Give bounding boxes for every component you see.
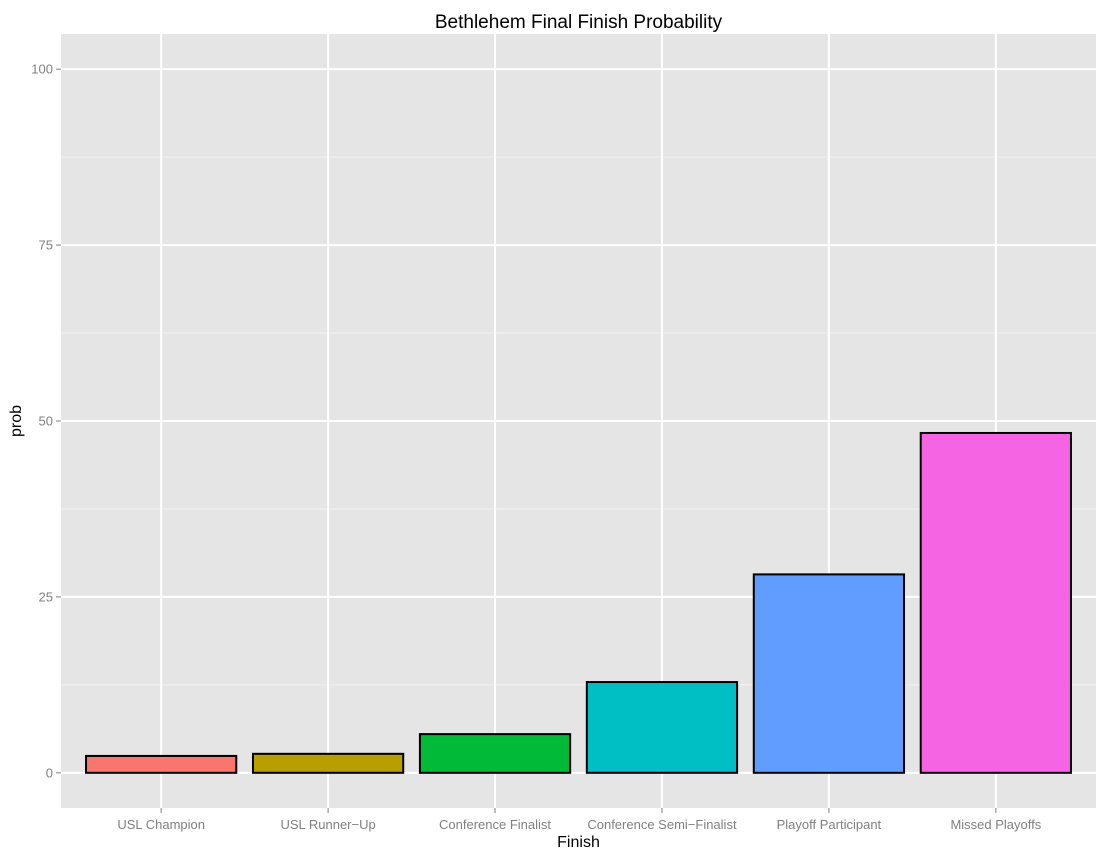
bar [251,752,405,774]
gridlines [61,34,1096,808]
y-tick-label: 25 [39,589,53,604]
x-axis-title: Finish [557,834,600,851]
y-tick-label: 75 [39,238,53,253]
y-tick-label: 100 [31,62,53,77]
y-tick-label: 50 [39,414,53,429]
chart-title: Bethlehem Final Finish Probability [435,12,723,33]
x-tick-label: Conference Semi−Finalist [587,817,737,832]
y-axis: 0 25 50 75 100 [31,62,61,780]
bar [919,431,1072,774]
x-tick-label: Missed Playoffs [950,817,1041,832]
x-tick-label: USL Runner−Up [280,817,375,832]
y-axis-title: prob [8,405,25,437]
x-tick-label: USL Champion [117,817,205,832]
bar [85,754,238,774]
bar [418,733,572,774]
bars [85,431,1072,774]
bar [752,573,906,774]
x-tick-label: Playoff Participant [777,817,882,832]
y-tick-label: 0 [46,765,53,780]
bar [585,681,739,774]
x-axis: USL Champion USL Runner−Up Conference Fina… [117,808,1042,832]
x-tick-label: Conference Finalist [439,817,551,832]
